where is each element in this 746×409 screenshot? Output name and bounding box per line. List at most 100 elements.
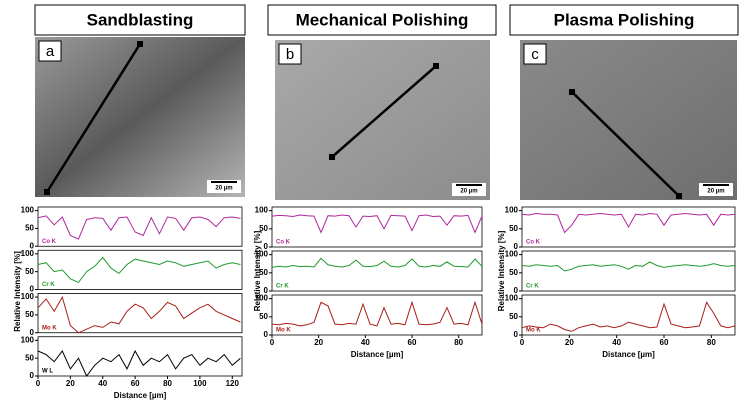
y-tick-label: 50 bbox=[509, 268, 518, 277]
y-tick-label: 50 bbox=[25, 267, 34, 276]
scan-end bbox=[329, 154, 335, 160]
y-tick-label: 100 bbox=[255, 294, 269, 303]
title-box bbox=[267, 4, 497, 36]
series-name: Co K bbox=[276, 240, 291, 246]
y-tick-label: 50 bbox=[509, 224, 518, 233]
profile-line bbox=[271, 300, 483, 327]
series-name: Co K bbox=[526, 240, 541, 246]
title-box bbox=[34, 4, 246, 36]
y-tick-label: 50 bbox=[259, 312, 268, 321]
x-tick-label: 80 bbox=[707, 338, 716, 347]
strip-frame bbox=[521, 206, 736, 248]
y-tick-label: 0 bbox=[30, 285, 35, 294]
x-tick-label: 0 bbox=[520, 338, 525, 347]
strip-frame bbox=[271, 250, 483, 292]
x-tick-label: 0 bbox=[36, 379, 41, 388]
x-tick-label: 80 bbox=[454, 338, 463, 347]
y-axis-label: Relative Intensity [%] bbox=[13, 251, 22, 332]
strip-frame bbox=[37, 249, 243, 290]
y-tick-label: 0 bbox=[30, 371, 35, 380]
y-tick-label: 100 bbox=[21, 206, 35, 215]
x-tick-label: 20 bbox=[565, 338, 574, 347]
strip-frame bbox=[37, 293, 243, 334]
x-tick-label: 80 bbox=[163, 379, 172, 388]
y-tick-label: 50 bbox=[259, 224, 268, 233]
y-tick-label: 0 bbox=[264, 242, 269, 251]
y-tick-label: 0 bbox=[514, 242, 519, 251]
x-tick-label: 20 bbox=[314, 338, 323, 347]
y-tick-label: 100 bbox=[21, 249, 35, 258]
series-name: W L bbox=[42, 369, 53, 375]
y-tick-label: 100 bbox=[505, 250, 519, 259]
sem-image bbox=[35, 37, 245, 197]
scan-line bbox=[331, 65, 437, 158]
y-tick-label: 100 bbox=[505, 294, 519, 303]
y-tick-label: 0 bbox=[514, 286, 519, 295]
scan-end bbox=[137, 41, 143, 47]
strip-frame bbox=[271, 294, 483, 336]
y-tick-label: 100 bbox=[255, 206, 269, 215]
x-tick-label: 40 bbox=[98, 379, 107, 388]
strip-frame bbox=[37, 336, 243, 377]
y-tick-label: 100 bbox=[21, 335, 35, 344]
x-tick-label: 40 bbox=[361, 338, 370, 347]
x-tick-label: 60 bbox=[131, 379, 140, 388]
scan-line bbox=[571, 91, 680, 197]
profile-line bbox=[521, 261, 736, 272]
y-tick-label: 50 bbox=[509, 312, 518, 321]
title-box bbox=[509, 4, 739, 36]
sem-image bbox=[275, 40, 490, 200]
scale-bar-label: 20 µm bbox=[215, 186, 232, 192]
x-axis-label: Distance [µm] bbox=[602, 350, 655, 359]
x-tick-label: 100 bbox=[193, 379, 207, 388]
panel-title: Mechanical Polishing bbox=[296, 10, 469, 29]
profile-line bbox=[521, 212, 736, 234]
profile-line bbox=[271, 257, 483, 268]
x-tick-label: 60 bbox=[660, 338, 669, 347]
sem-image bbox=[520, 40, 737, 200]
scan-end bbox=[569, 89, 575, 95]
series-name: Cr K bbox=[526, 284, 539, 290]
scan-line bbox=[45, 43, 142, 193]
series-name: Mo K bbox=[526, 328, 541, 334]
scale-bar-box bbox=[207, 180, 241, 193]
y-axis-label: Relative Intensity [%] bbox=[253, 230, 262, 311]
panel-label-box bbox=[38, 40, 62, 62]
y-tick-label: 100 bbox=[505, 206, 519, 215]
profile-line bbox=[37, 349, 241, 377]
x-tick-label: 0 bbox=[270, 338, 275, 347]
y-tick-label: 0 bbox=[264, 286, 269, 295]
y-tick-label: 50 bbox=[25, 310, 34, 319]
series-name: Mo K bbox=[276, 328, 291, 334]
x-tick-label: 60 bbox=[408, 338, 417, 347]
panel-label-box bbox=[278, 43, 302, 65]
profile-line bbox=[37, 256, 241, 284]
panel-title: Plasma Polishing bbox=[554, 10, 695, 29]
series-name: Mo K bbox=[42, 325, 57, 331]
scale-bar-label: 20 µm bbox=[707, 189, 724, 195]
profile-line bbox=[271, 214, 483, 234]
scan-end bbox=[44, 189, 50, 195]
y-tick-label: 0 bbox=[30, 241, 35, 250]
y-tick-label: 50 bbox=[259, 268, 268, 277]
scale-bar-box bbox=[699, 183, 733, 196]
strip-frame bbox=[521, 250, 736, 292]
scan-end bbox=[676, 193, 682, 199]
panel-label-box bbox=[523, 43, 547, 65]
y-tick-label: 0 bbox=[30, 328, 35, 337]
strip-frame bbox=[521, 294, 736, 336]
panel-label: a bbox=[46, 43, 55, 60]
y-tick-label: 100 bbox=[255, 250, 269, 259]
panel-label: b bbox=[286, 46, 294, 63]
strip-frame bbox=[37, 206, 243, 247]
y-tick-label: 0 bbox=[264, 330, 269, 339]
y-tick-label: 50 bbox=[25, 353, 34, 362]
x-tick-label: 20 bbox=[66, 379, 75, 388]
series-name: Co K bbox=[42, 239, 57, 245]
y-tick-label: 100 bbox=[21, 292, 35, 301]
scan-end bbox=[433, 63, 439, 69]
series-name: Cr K bbox=[42, 282, 55, 288]
profile-line bbox=[521, 301, 736, 332]
y-tick-label: 50 bbox=[25, 224, 34, 233]
